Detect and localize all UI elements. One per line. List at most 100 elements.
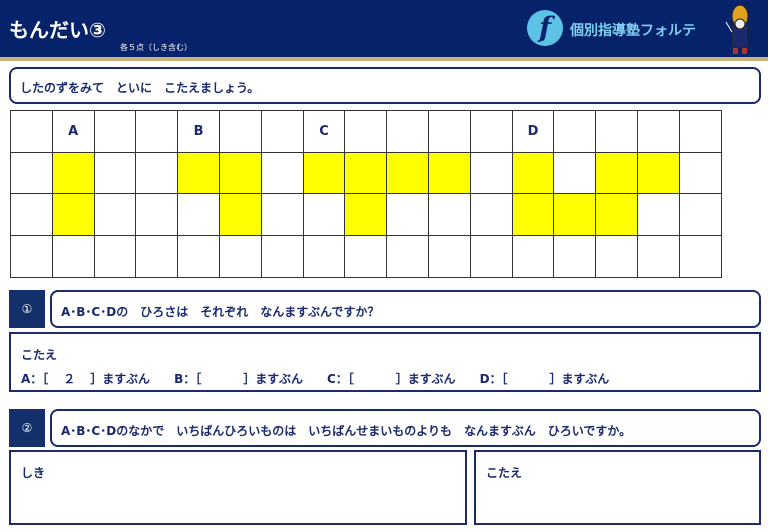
instruction-text: したのずをみて といに こたえましょう。 (20, 81, 260, 95)
grid-cell (302, 235, 346, 278)
grid-cell (93, 235, 137, 278)
grid-label-cell (678, 110, 722, 153)
grid-cell-filled (427, 151, 471, 195)
question-2-text: A･B･C･Dのなかで いちばんひろいものは いちばんせまいものよりも なんます… (61, 424, 632, 438)
grid-cell-filled (344, 151, 388, 195)
grid-cell (678, 193, 722, 237)
grid-label-cell (10, 110, 53, 153)
answer-item-label: A：［ (21, 372, 49, 386)
answer-item-suffix: ］ますぶん (243, 372, 303, 386)
grid-cell (135, 193, 179, 237)
question-2-box: A･B･C･Dのなかで いちばんひろいものは いちばんせまいものよりも なんます… (50, 409, 761, 447)
grid-row (10, 235, 722, 278)
answer-label: こたえ (21, 348, 58, 362)
grid-cell (302, 193, 346, 237)
answer-value-field[interactable]: ２ (63, 372, 76, 386)
grid-label-cell (135, 110, 179, 153)
grid-label-cell (595, 110, 638, 153)
grid-cell (469, 151, 513, 195)
grid-cell (218, 235, 262, 278)
grid-cell-filled (51, 151, 95, 195)
grid-label-cell: A (51, 110, 95, 153)
question-1-number: ① (9, 290, 45, 328)
grid-cell (51, 235, 95, 278)
grid-cell (636, 193, 680, 237)
grid-cell (595, 235, 638, 278)
grid-cell-filled (177, 151, 220, 195)
grid-cell (678, 151, 722, 195)
answer-1-box: こたえ A：［ ２ ］ますぶん B：［ ］ますぶん C：［ ］ますぶん D：［ ］ますぶん (9, 332, 761, 392)
grid-row (10, 193, 722, 237)
grid-cell (135, 151, 179, 195)
grid-cell (260, 193, 304, 237)
page-title: もんだい③ (9, 18, 106, 42)
brand-name: 個別指導塾フォルテ (570, 23, 696, 39)
grid-cell-filled (218, 193, 262, 237)
grid-label-cell (553, 110, 597, 153)
formula-label: しき (21, 466, 46, 480)
grid-cell (386, 235, 429, 278)
grid-label-cell (636, 110, 680, 153)
grid-cell (10, 235, 53, 278)
grid-row: A B C D (10, 110, 722, 153)
grid-label-cell (344, 110, 388, 153)
answer-item-label: C：［ (326, 372, 354, 386)
divider (0, 57, 768, 61)
grid-label-cell (218, 110, 262, 153)
grid-label-cell: D (511, 110, 555, 153)
grid-label-cell: B (177, 110, 220, 153)
instruction-box: したのずをみて といに こたえましょう。 (9, 67, 761, 104)
grid-cell-filled (553, 193, 597, 237)
grid-cell (260, 235, 304, 278)
grid-label-cell (469, 110, 513, 153)
grid-cell (93, 193, 137, 237)
grid-row (10, 151, 722, 195)
answer-item-label: D：［ (479, 372, 508, 386)
answer-item: D：［ ］ますぶん (480, 370, 610, 387)
answer-item-suffix: ］ますぶん (90, 372, 151, 386)
grid-cell (511, 235, 555, 278)
header (0, 0, 768, 57)
answer-2-box[interactable]: こたえ (474, 450, 761, 525)
grid-cell (344, 235, 388, 278)
grid-cell (553, 151, 597, 195)
grid: A B C D (10, 110, 722, 278)
brand-logo: f (527, 10, 563, 46)
grid-cell (469, 193, 513, 237)
question-1-text: A･B･C･Dの ひろさは それぞれ なんますぶんですか？ (61, 305, 380, 319)
answer-label: こたえ (486, 466, 523, 480)
grid-cell (260, 151, 304, 195)
grid-cell-filled (302, 151, 346, 195)
grid-cell-filled (344, 193, 388, 237)
question-1-box: A･B･C･Dの ひろさは それぞれ なんますぶんですか？ (50, 290, 761, 328)
grid-label-cell (260, 110, 304, 153)
grid-cell (427, 235, 471, 278)
points-note: 各５点（しき含む） (120, 43, 192, 52)
grid-label-cell: C (302, 110, 346, 153)
grid-cell (469, 235, 513, 278)
answer-item-suffix: ］ますぶん (395, 372, 456, 386)
formula-box[interactable]: しき (9, 450, 467, 525)
grid-cell (10, 151, 53, 195)
grid-label-cell (427, 110, 471, 153)
question-2-number: ② (9, 409, 45, 447)
grid-label-cell (386, 110, 429, 153)
grid-cell-filled (595, 151, 638, 195)
grid-cell (177, 193, 220, 237)
answer-item: C：［ ］ますぶん (327, 370, 456, 387)
grid-label-cell (93, 110, 137, 153)
grid-cell (177, 235, 220, 278)
grid-cell-filled (218, 151, 262, 195)
grid-cell (93, 151, 137, 195)
grid-cell (636, 235, 680, 278)
grid-cell (10, 193, 53, 237)
grid-cell-filled (511, 151, 555, 195)
answer-item-suffix: ］ますぶん (549, 372, 610, 386)
grid-cell (135, 235, 179, 278)
answer-item-label: B：［ (174, 372, 202, 386)
grid-cell-filled (386, 151, 429, 195)
grid-cell-filled (636, 151, 680, 195)
answer-item: B：［ ］ますぶん (174, 370, 303, 387)
mascot-icon (725, 4, 749, 54)
grid-cell-filled (511, 193, 555, 237)
